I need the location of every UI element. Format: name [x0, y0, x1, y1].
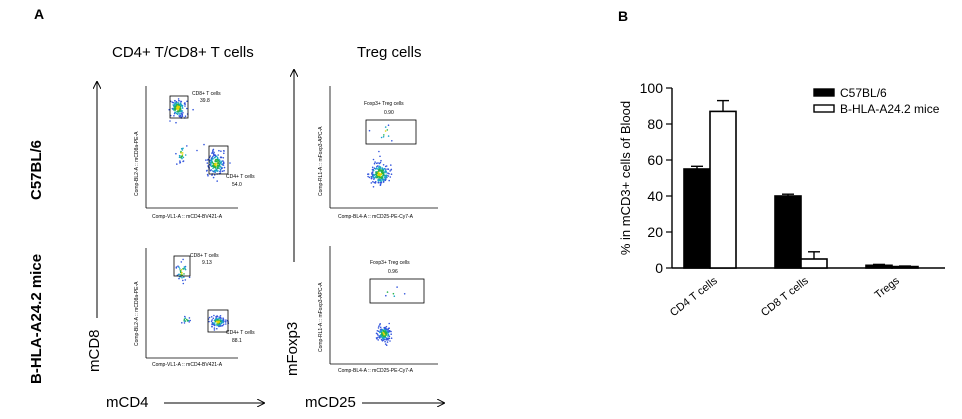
x-tick-label: CD4 T cells	[668, 275, 720, 320]
flow-plot-svg	[329, 246, 438, 365]
plot-xlabel: Comp-BL4-A :: mCD25-PE-Cy7-A	[338, 368, 414, 374]
x-tick-label: Tregs	[873, 275, 903, 302]
panel-b-letter: B	[618, 8, 629, 24]
axis-name-mcd25: mCD25	[305, 394, 356, 411]
flow-plot-svg	[329, 86, 438, 209]
plot-xlabel: Comp-VL1-A :: mCD4-BV421-A	[152, 362, 223, 368]
plot-ylabel: Comp-RL1-A :: mFoxp3-APC-A	[318, 126, 324, 196]
gate-value-treg: 0.90	[384, 110, 394, 116]
events-cluster-treg	[368, 124, 393, 142]
y-tick-label: 0	[655, 260, 663, 276]
events-cluster-cd8	[168, 98, 194, 124]
y-tick-label: 20	[647, 224, 663, 240]
flow-plot-treg-c57: Foxp3+ Treg cells 0.90 Comp-RL1-A :: mFo…	[314, 84, 444, 234]
gate-label-treg: Foxp3+ Treg cells	[364, 101, 404, 107]
flow-plot-svg	[145, 86, 238, 209]
bar	[774, 195, 802, 269]
gate-value-cd8: 39.8	[200, 98, 210, 104]
events-cluster-cd8	[175, 258, 191, 285]
gate-cd8	[173, 255, 191, 277]
gate-cd4	[207, 309, 229, 333]
gate-value-cd4: 54.0	[232, 182, 242, 188]
flow-plot-cd4-cd8-c57: CD8+ T cells 39.8 CD4+ T cells 54.0 Comp…	[130, 84, 255, 232]
gate-label-cd8: CD8+ T cells	[192, 91, 221, 97]
col-title-treg: Treg cells	[357, 44, 422, 61]
col-title-cd4-cd8: CD4+ T/CD8+ T cells	[112, 44, 254, 61]
gate-label-cd8: CD8+ T cells	[190, 253, 219, 259]
gate-label-cd4: CD4+ T cells	[226, 174, 255, 180]
gate-cd4	[208, 145, 229, 175]
gate-label-treg: Foxp3+ Treg cells	[370, 260, 410, 266]
events-cluster-cd25neg	[367, 150, 393, 188]
y-axis-label: % in mCD3+ cells of Blood	[618, 101, 633, 255]
flow-plot-cd4-cd8-hla: CD8+ T cells 9.13 CD4+ T cells 88.1 Comp…	[130, 246, 255, 394]
x-tick-label: CD8 T cells	[759, 275, 811, 320]
bar	[709, 110, 737, 269]
events-cluster-cd25neg	[375, 322, 393, 346]
y-tick-label: 100	[640, 80, 664, 96]
y-tick-label: 60	[647, 152, 663, 168]
gate-value-cd4: 88.1	[232, 338, 242, 344]
flow-plot-treg-hla: Foxp3+ Treg cells 0.96 Comp-RL1-A :: mFo…	[314, 244, 444, 394]
bar	[865, 264, 893, 269]
bar	[891, 265, 919, 269]
legend-swatch	[813, 88, 835, 97]
gate-value-cd8: 9.13	[202, 260, 212, 266]
plot-ylabel: Comp-BL2-A :: mCD8a-PE-A	[134, 131, 140, 196]
bar	[683, 168, 711, 269]
y-tick-label: 40	[647, 188, 663, 204]
plot-ylabel: Comp-BL2-A :: mCD8a-PE-A	[134, 281, 140, 346]
axis-name-mcd8: mCD8	[86, 329, 103, 372]
plot-ylabel: Comp-RL1-A :: mFoxp3-APC-A	[318, 282, 324, 352]
events-cluster-dn	[181, 315, 191, 324]
axis-name-mcd4: mCD4	[106, 394, 149, 411]
bar	[800, 258, 828, 269]
axis-name-mfoxp3: mFoxp3	[284, 321, 301, 376]
events-cluster-treg	[385, 286, 406, 297]
bar-chart: 0 20 40 60 80 100 % in mCD3+ cells of Blood CD4…	[618, 80, 945, 320]
gate-cd8	[169, 95, 189, 119]
flow-plot-svg	[145, 248, 238, 359]
y-tick-label: 80	[647, 116, 663, 132]
gate-value-treg: 0.96	[388, 269, 398, 275]
legend-swatch	[813, 104, 835, 113]
gate-treg	[369, 278, 425, 304]
panel-a-letter: A	[34, 6, 45, 22]
events-cluster-dn	[175, 145, 188, 165]
events-cluster-cd4	[196, 143, 231, 182]
events-cluster-cd4	[207, 314, 230, 331]
legend-label: C57BL/6	[840, 86, 887, 100]
gate-treg	[365, 119, 417, 145]
plot-xlabel: Comp-BL4-A :: mCD25-PE-Cy7-A	[338, 214, 414, 220]
plot-xlabel: Comp-VL1-A :: mCD4-BV421-A	[152, 214, 223, 220]
gate-label-cd4: CD4+ T cells	[226, 330, 255, 336]
legend-label: B-HLA-A24.2 mice	[840, 102, 940, 116]
